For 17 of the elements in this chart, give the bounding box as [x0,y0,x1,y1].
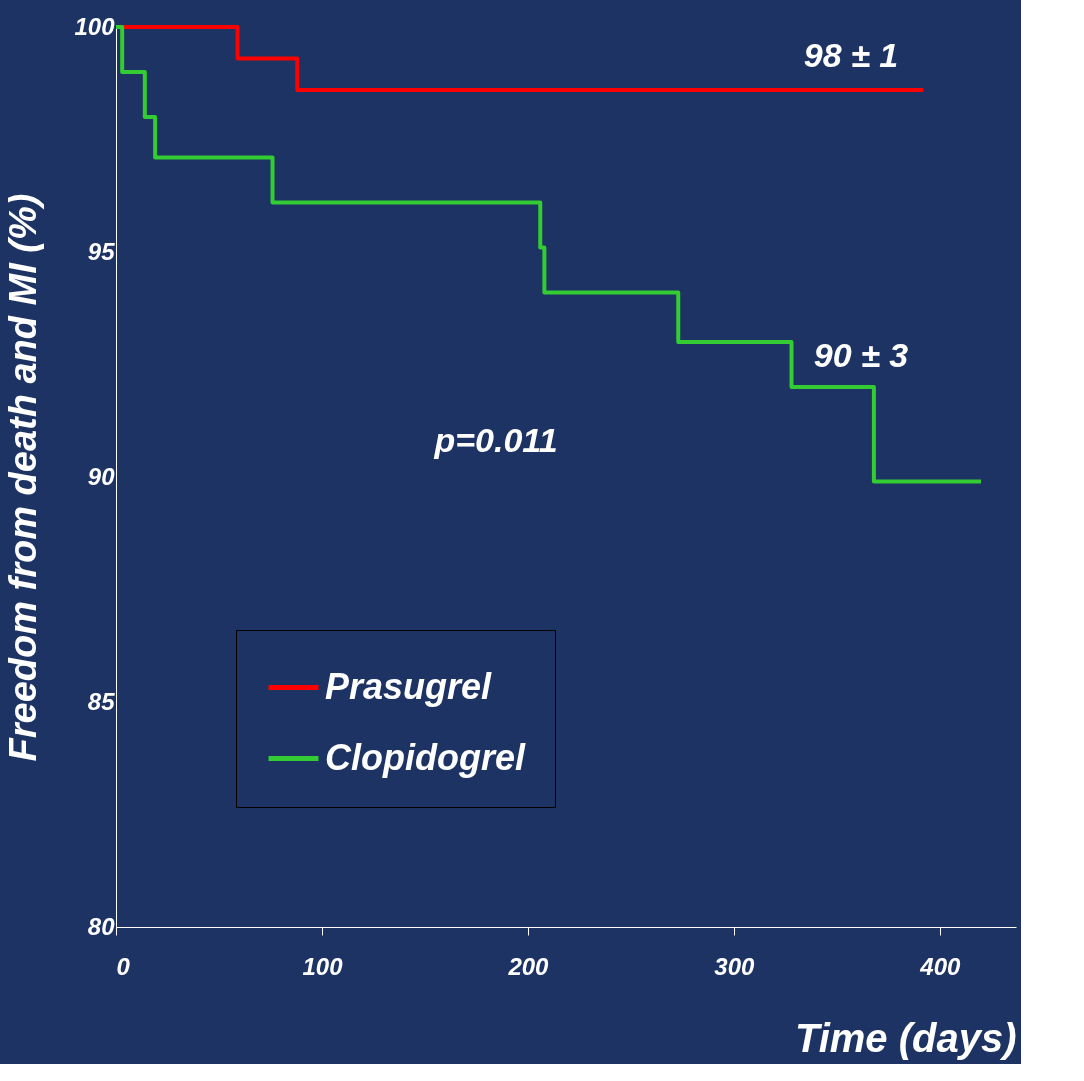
y-tick-label: 90 [87,462,116,490]
x-tick-label: 400 [919,952,961,980]
y-axis-title: Freedom from death and MI (%) [2,193,45,762]
y-tick-label: 80 [87,912,116,940]
annotation: 98 ± 1 [803,36,899,74]
annotation: p=0.011 [433,421,558,459]
annotation: 90 ± 3 [813,336,909,374]
y-tick-label: 95 [87,237,116,265]
legend-label: Prasugrel [325,665,493,707]
x-tick-label: 100 [302,952,344,980]
x-axis-title: Time (days) [794,1015,1017,1060]
x-tick-label: 300 [714,952,756,980]
legend-label: Clopidogrel [325,736,526,778]
x-tick-label: 0 [116,952,131,980]
y-tick-label: 85 [87,687,116,715]
y-tick-label: 100 [74,12,116,40]
x-tick-label: 200 [507,952,550,980]
